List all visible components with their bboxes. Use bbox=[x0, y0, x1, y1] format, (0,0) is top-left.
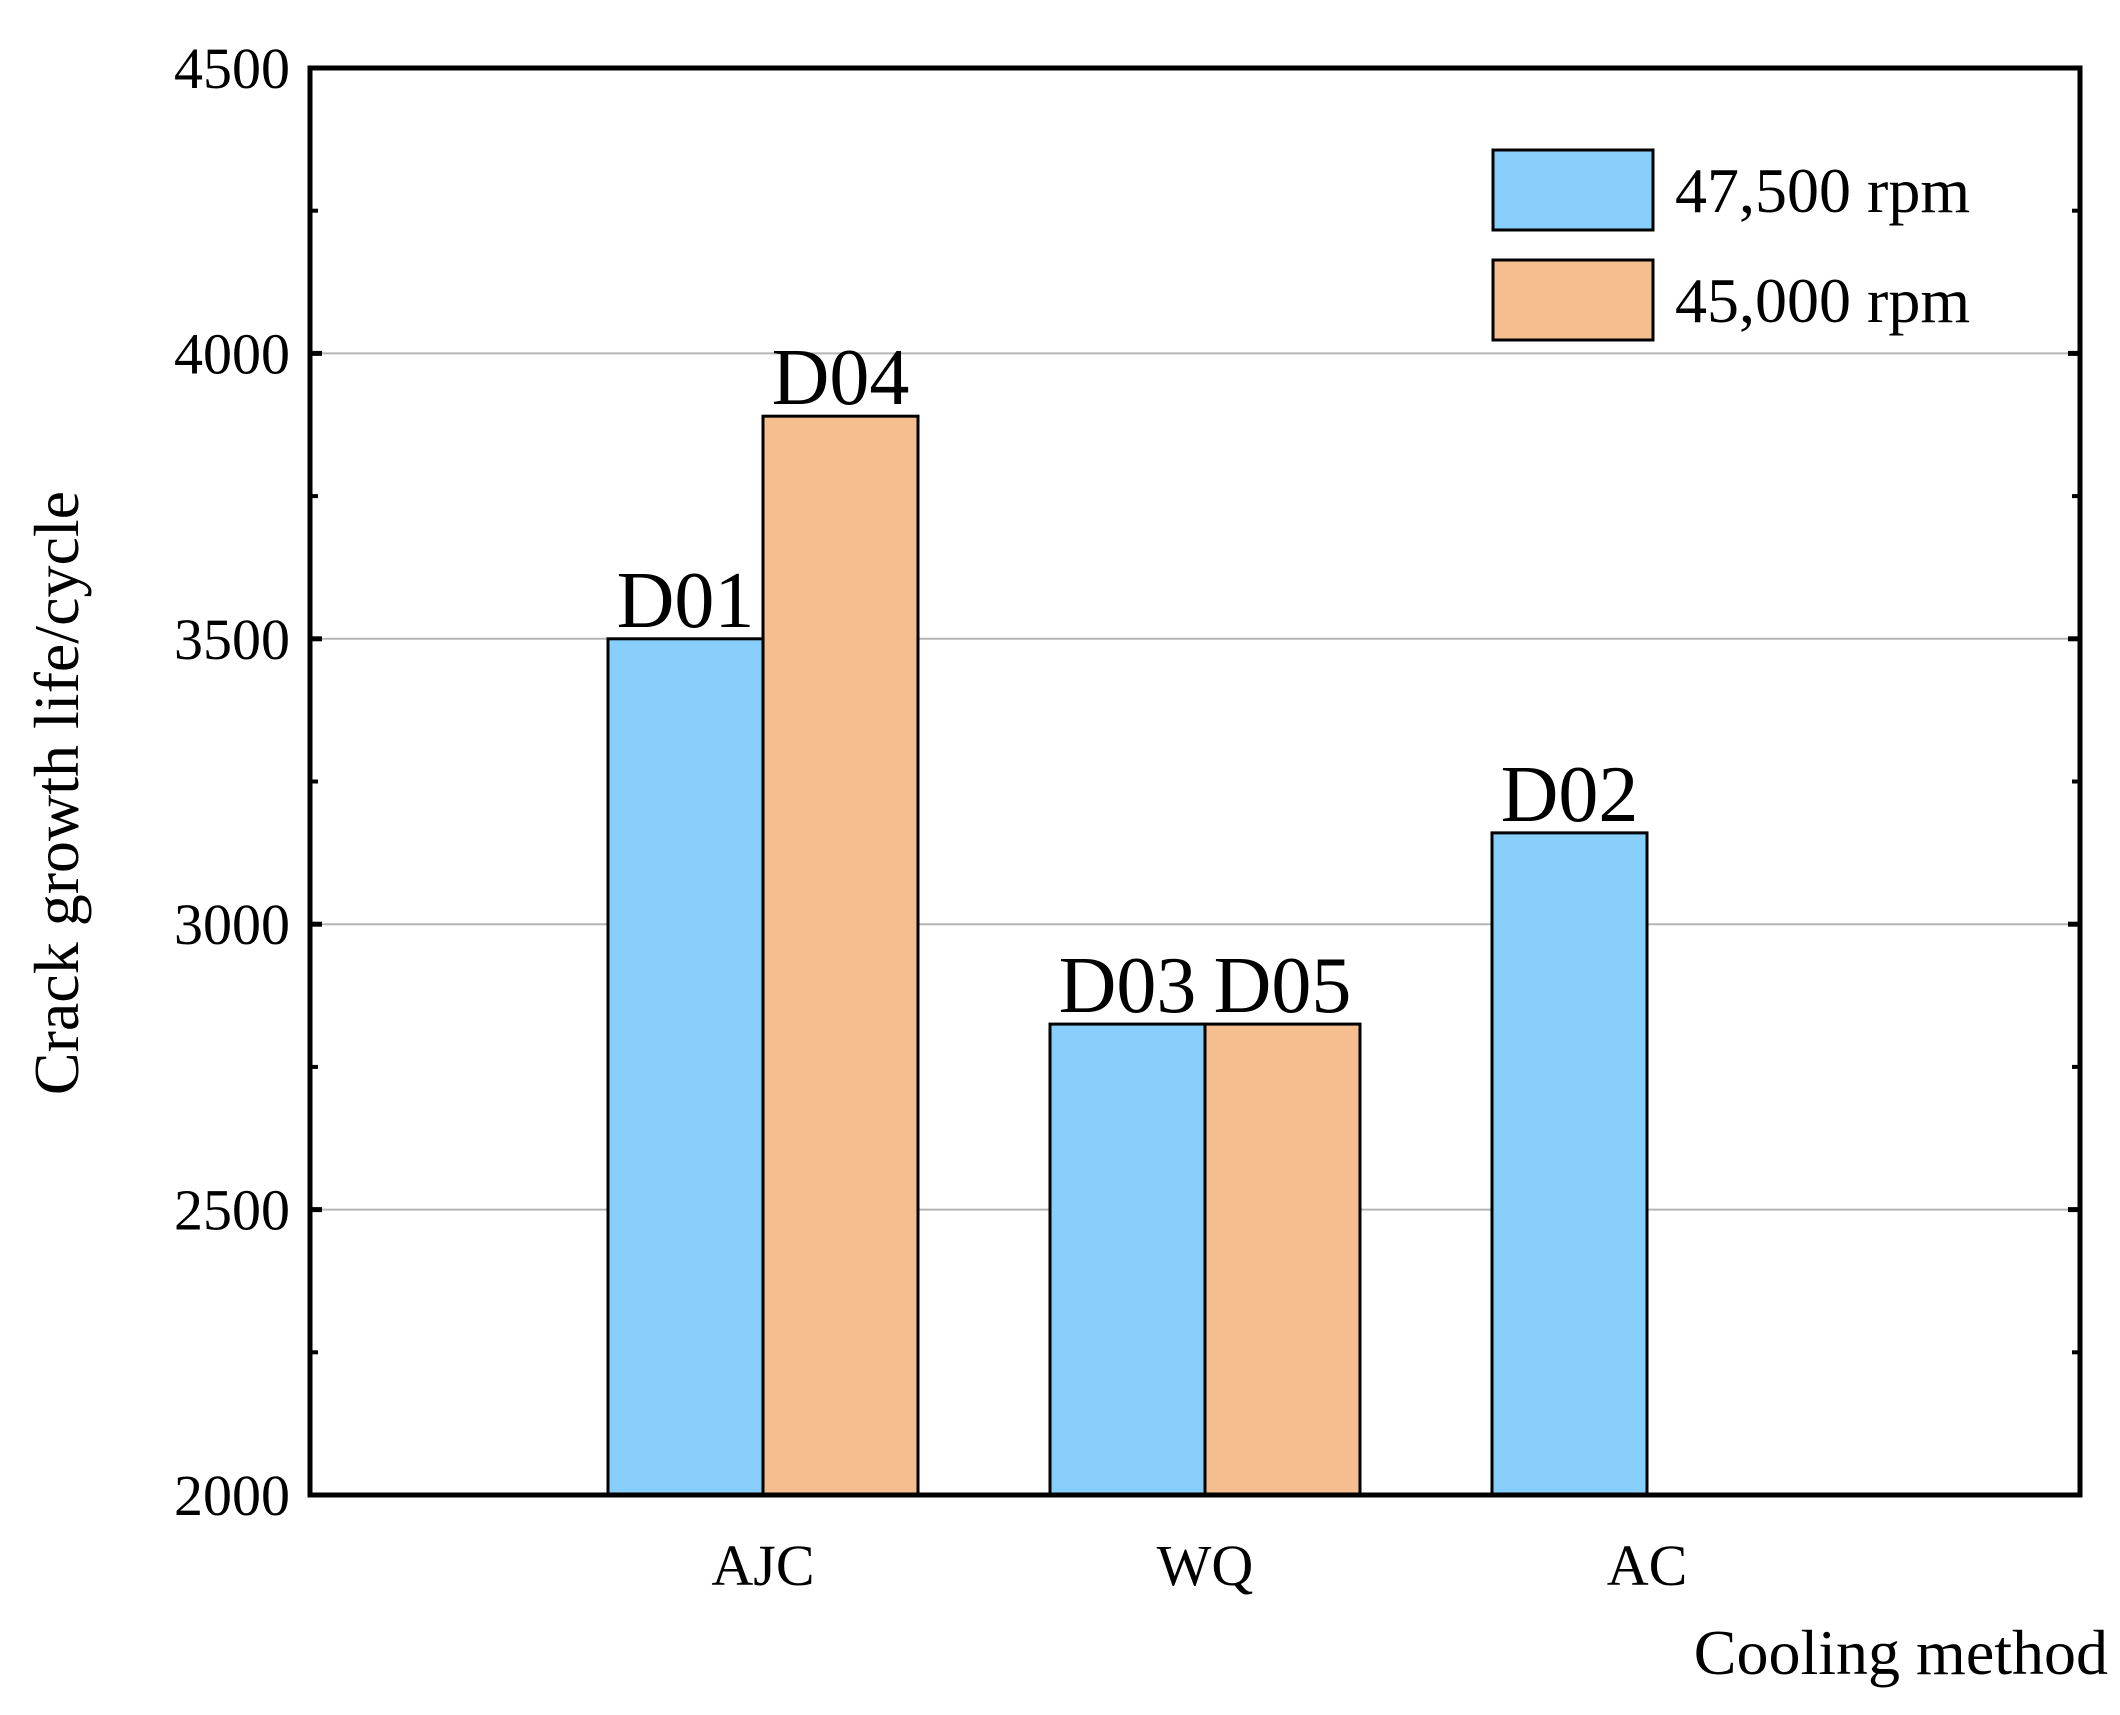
legend-label-series-1: 47,500 rpm bbox=[1675, 155, 1970, 226]
bar-ac-series-1 bbox=[1490, 831, 1649, 1497]
y-tick-label: 3000 bbox=[174, 892, 290, 957]
bar-wq-series-1 bbox=[1048, 1022, 1207, 1497]
y-axis-ticks: 2000 2500 3000 3500 4000 4500 bbox=[174, 36, 2080, 1528]
y-tick-label: 2000 bbox=[174, 1463, 290, 1528]
legend-swatch-series-2 bbox=[1491, 258, 1655, 342]
legend: 47,500 rpm 45,000 rpm bbox=[1491, 148, 1970, 342]
legend-label-series-2: 45,000 rpm bbox=[1675, 265, 1970, 336]
bar-ajc-series-2 bbox=[761, 414, 920, 1497]
legend-swatch-series-1 bbox=[1491, 148, 1655, 232]
data-label: D01 bbox=[617, 557, 755, 645]
bar-ajc-series-1 bbox=[606, 637, 765, 1497]
y-tick-label: 3500 bbox=[174, 607, 290, 672]
x-axis-ticks: AJC WQ AC bbox=[711, 1533, 1687, 1598]
x-axis-title: Cooling method bbox=[1694, 1617, 2108, 1688]
y-tick-label: 2500 bbox=[174, 1178, 290, 1243]
data-label: D04 bbox=[772, 334, 910, 422]
data-label: D03 bbox=[1059, 942, 1197, 1030]
x-tick-label-wq: WQ bbox=[1157, 1533, 1254, 1598]
bar-wq-series-2 bbox=[1203, 1022, 1362, 1497]
x-tick-label-ajc: AJC bbox=[711, 1533, 814, 1598]
y-tick-label: 4000 bbox=[174, 321, 290, 386]
y-tick-label: 4500 bbox=[174, 36, 290, 101]
bars bbox=[606, 414, 1649, 1497]
data-label: D02 bbox=[1501, 751, 1639, 839]
data-label: D05 bbox=[1214, 942, 1352, 1030]
x-tick-label-ac: AC bbox=[1607, 1533, 1688, 1598]
data-labels: D01 D03 D02 D04 D05 bbox=[617, 334, 1639, 1030]
y-axis-title: Crack growth life/cycle bbox=[21, 491, 92, 1095]
